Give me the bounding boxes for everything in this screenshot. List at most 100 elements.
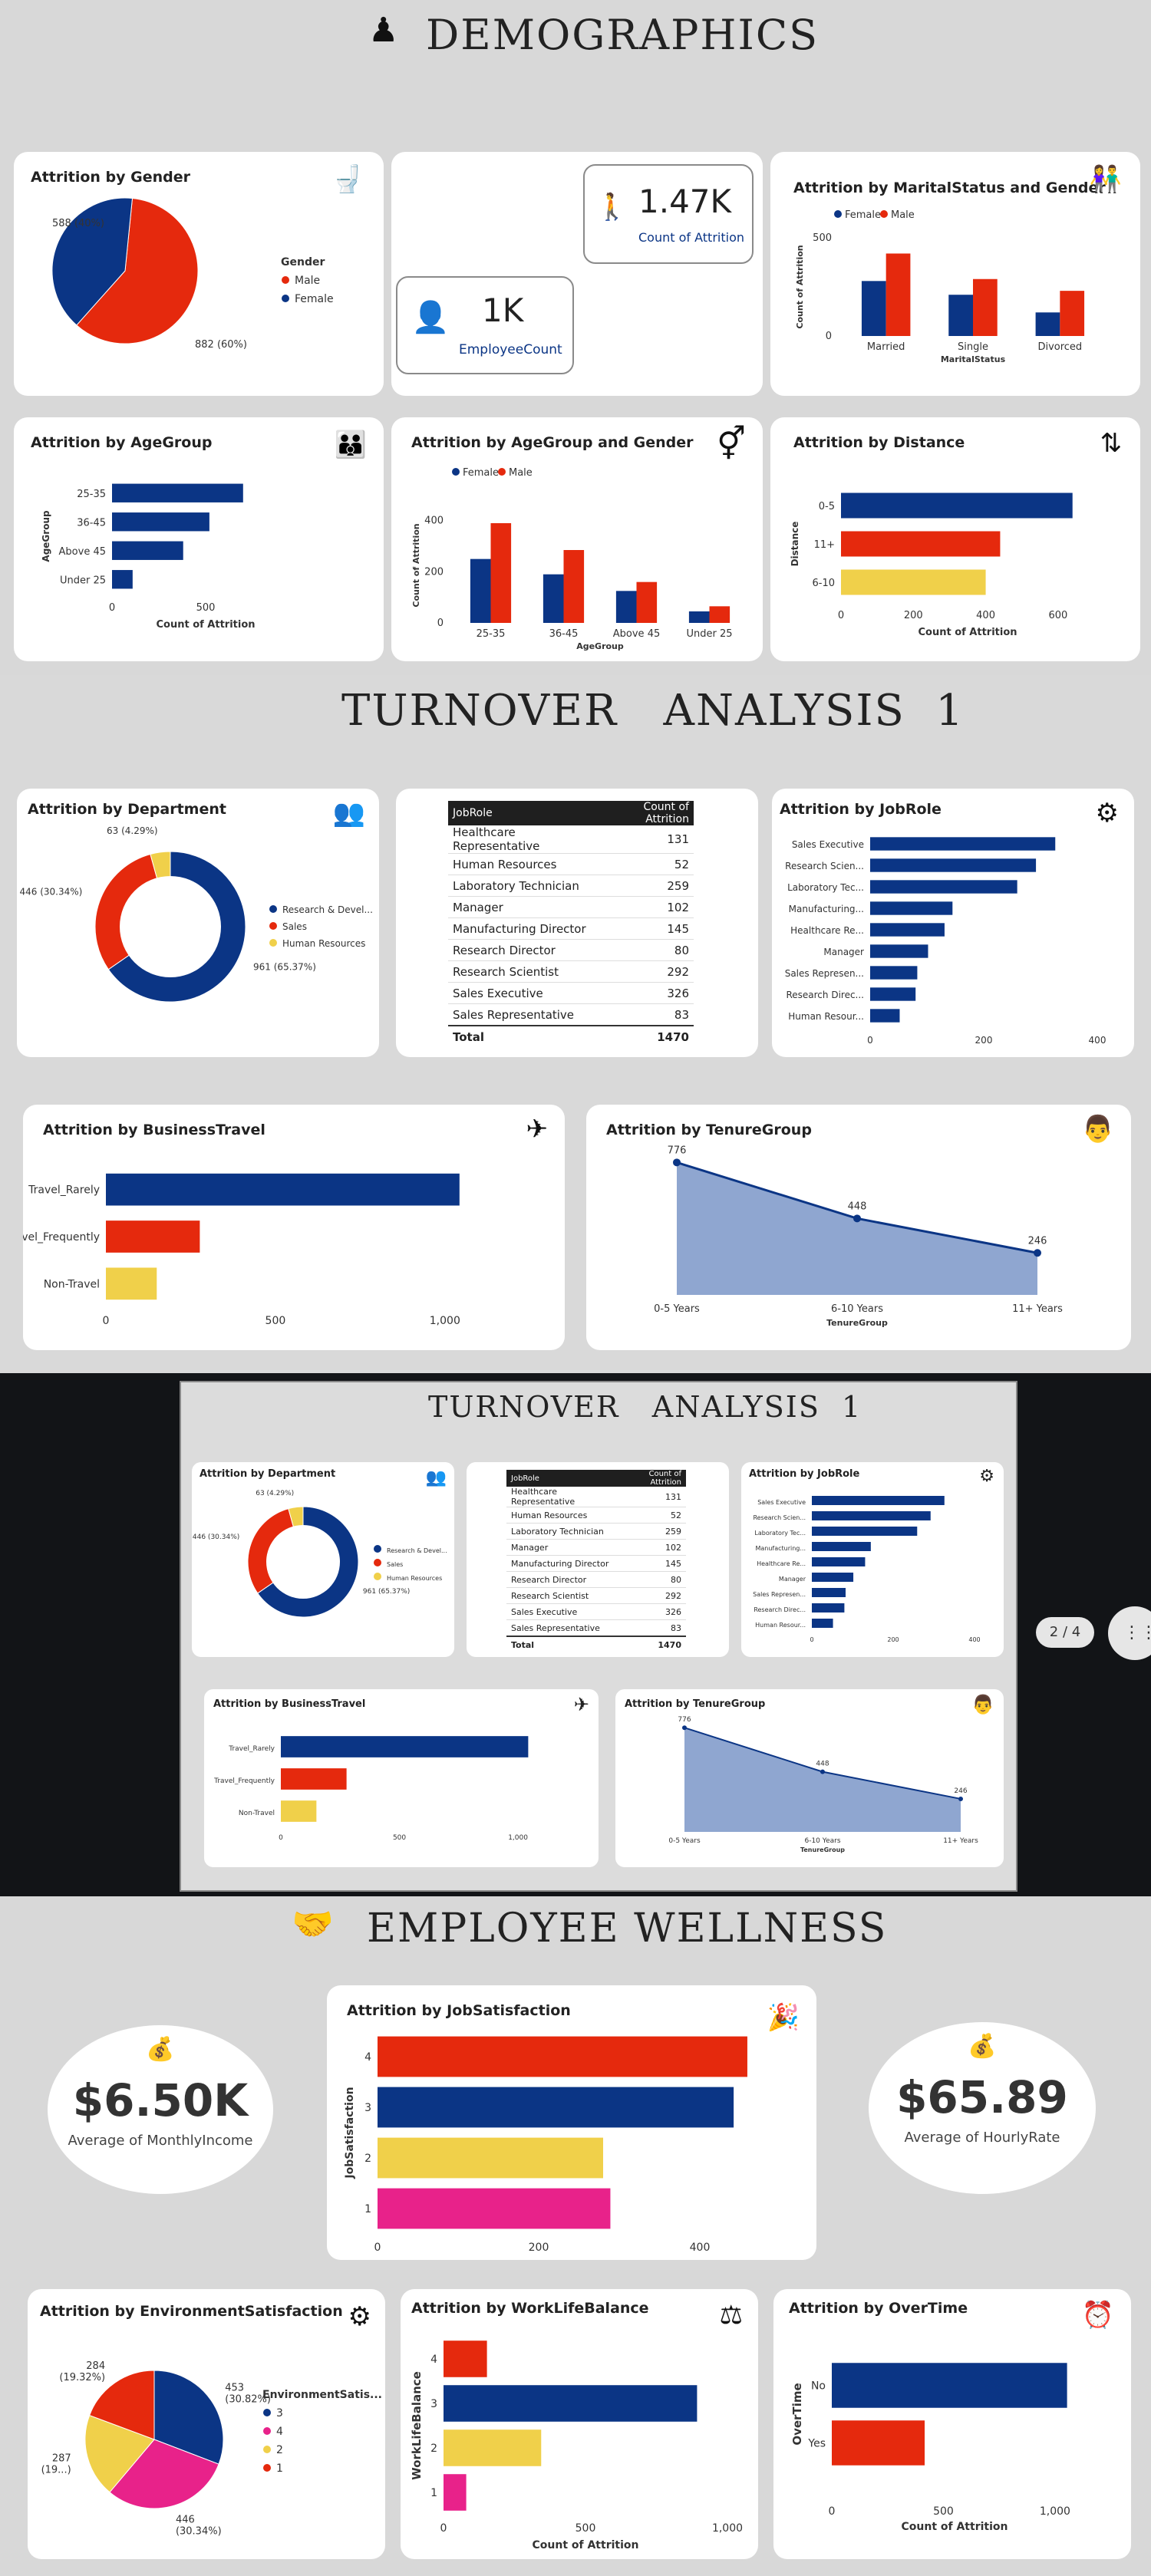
legend-marker [269,939,277,947]
bar [112,512,209,532]
legend-item: Male [509,467,533,479]
slice-label: 882 (60%) [195,339,247,351]
table-row[interactable]: Manager 102 [448,896,694,918]
pie-slice [89,2370,155,2440]
bar [112,541,183,560]
bar [709,606,731,623]
card-tenure[interactable]: Attrition by TenureGroup 👨 776 0-5 Years 4… [586,1105,1131,1350]
legend-item: Male [295,275,320,287]
card-distance[interactable]: Attrition by Distance ⇅ 0-5 11+ 6-10 0 200 40… [770,417,1140,661]
data-point [820,1769,825,1774]
table-cell-role: Research Scientist [506,1587,618,1604]
table-row[interactable]: Human Resources 52 [506,1507,686,1524]
mini-card-jobrole: Attrition by JobRole ⚙ Sales Executive Re… [741,1462,1004,1657]
table-row[interactable]: Laboratory Technician 259 [506,1523,686,1540]
table-cell-role: Human Resources [506,1507,618,1524]
card-department[interactable]: Attrition by Department 👥 961 (65.37%) 44… [17,789,379,1057]
category-label: Single [958,341,988,353]
table-cell-role: Research Director [448,939,600,961]
table-row[interactable]: Research Scientist 292 [448,960,694,983]
legend-item: Male [891,209,915,221]
page-indicator[interactable]: 2 / 4 [1036,1617,1094,1648]
table-cell-role: Sales Executive [506,1603,618,1620]
table-cell-count: 102 [599,896,694,918]
table-row[interactable]: Healthcare Representative 131 [506,1487,686,1507]
table-row[interactable]: Manager 102 [506,1539,686,1556]
table-row[interactable]: Research Director 80 [448,939,694,961]
legend-item: Research & Devel... [387,1547,447,1554]
pie-slice [51,197,134,326]
section-title-turnover: TURNOVER ANALYSIS 1 [341,686,965,736]
card-gender[interactable]: Attrition by Gender 🚽 588 (40%) 882 (60%)… [14,152,384,396]
table-row[interactable]: Sales Representative 83 [506,1619,686,1637]
table-row[interactable]: Manufacturing Director 145 [448,917,694,940]
category-label: Research Direc... [786,990,864,1000]
card-wlb[interactable]: Attrition by WorkLifeBalance ⚖ 4 3 2 1 0 500 1… [401,2289,758,2559]
bar [870,1009,900,1023]
table-row[interactable]: Research Scientist 292 [506,1587,686,1604]
category-label: Healthcare Re... [757,1560,806,1567]
card-overtime[interactable]: Attrition by OverTime ⏰ No Yes 0 500 1,000 Co… [773,2289,1131,2559]
card-age-gender[interactable]: Attrition by AgeGroup and Gender ⚥ 25-35… [391,417,763,661]
table-cell-count: 131 [618,1487,686,1507]
kpi-income: 💰 $6.50K Average of MonthlyIncome [48,2025,273,2194]
mini-card-title: Attrition by TenureGroup [625,1698,766,1710]
table-cell-count: 80 [618,1571,686,1588]
data-point [673,1158,681,1167]
category-label: 4 [364,2051,371,2064]
card-jobrole[interactable]: Attrition by JobRole ⚙ Sales Executive Re… [772,789,1134,1057]
grid-menu-button[interactable]: ⋮⋮ [1108,1606,1151,1660]
table-header[interactable]: Count of Attrition [599,801,694,825]
table-row[interactable]: Laboratory Technician 259 [448,875,694,897]
category-label: Under 25 [60,575,106,586]
slice-label: 961 (65.37%) [363,1588,410,1596]
table-row[interactable]: Manufacturing Director 145 [506,1555,686,1572]
category-label: 36-45 [77,517,106,529]
card-envsat[interactable]: Attrition by EnvironmentSatisfaction ⚙ 4… [28,2289,385,2559]
category-label: 11+ Years [943,1837,978,1845]
card-agegroup[interactable]: Attrition by AgeGroup 👪 25-35 36-45 Above … [14,417,384,661]
mini-card-title: Attrition by Department [200,1468,336,1480]
category-label: Travel_Frequently [213,1777,275,1785]
mini-jobrole-table: JobRole Count of Attrition Healthcare Re… [506,1470,686,1652]
y-axis-title: OverTime [790,2383,804,2445]
table-total-cell: 1470 [618,1636,686,1652]
category-label: Divorced [1037,341,1082,353]
card-travel[interactable]: Attrition by BusinessTravel ✈ Travel_Rar… [23,1105,565,1350]
card-title: Attrition by EnvironmentSatisfaction [40,2303,343,2320]
x-axis-title: Count of Attrition [156,619,255,631]
bar [563,550,585,623]
bar [615,591,637,623]
card-marital[interactable]: Attrition by MaritalStatus and Gender 👫 … [770,152,1140,396]
table-header[interactable]: JobRole [448,801,600,825]
slice-label: (30.34%) [176,2525,222,2537]
category-label: Research Direc... [754,1606,806,1613]
mini-card-department: Attrition by Department 👥 961 (65.37%) 44… [192,1462,454,1657]
tick-label: 500 [576,2522,596,2535]
table-row[interactable]: Sales Executive 326 [506,1603,686,1620]
card-jobsat[interactable]: Attrition by JobSatisfaction 🎉 4 3 2 1 0 200 4… [327,1985,816,2260]
tick-label: 0 [109,602,115,614]
card-jobrole-table[interactable]: JobRole Count of Attrition Healthcare Re… [396,789,758,1057]
wellness-section: 🤝 EMPLOYEE WELLNESS 💰 $6.50K Average of … [0,1896,1151,2576]
table-row[interactable]: Sales Representative 83 [448,1003,694,1026]
category-label: Healthcare Re... [790,925,864,936]
card-title: Attrition by JobSatisfaction [347,2002,571,2019]
bar [948,295,973,336]
legend-marker [452,468,460,476]
bar [444,2429,542,2466]
legend-marker [834,210,842,218]
table-row[interactable]: Human Resources 52 [448,853,694,875]
bar [841,492,1073,519]
legend-marker [269,922,277,930]
kpi-employees-value: 1K [482,292,524,329]
category-label: Under 25 [686,628,732,640]
table-row[interactable]: Research Director 80 [506,1571,686,1588]
tick-label: 500 [933,2505,954,2518]
card-title: Attrition by AgeGroup and Gender [411,434,694,451]
table-row[interactable]: Healthcare Representative 131 [448,825,694,854]
x-axis-title: AgeGroup [576,641,624,651]
legend-marker [282,295,289,302]
y-axis-title: Distance [790,522,800,567]
table-row[interactable]: Sales Executive 326 [448,982,694,1004]
